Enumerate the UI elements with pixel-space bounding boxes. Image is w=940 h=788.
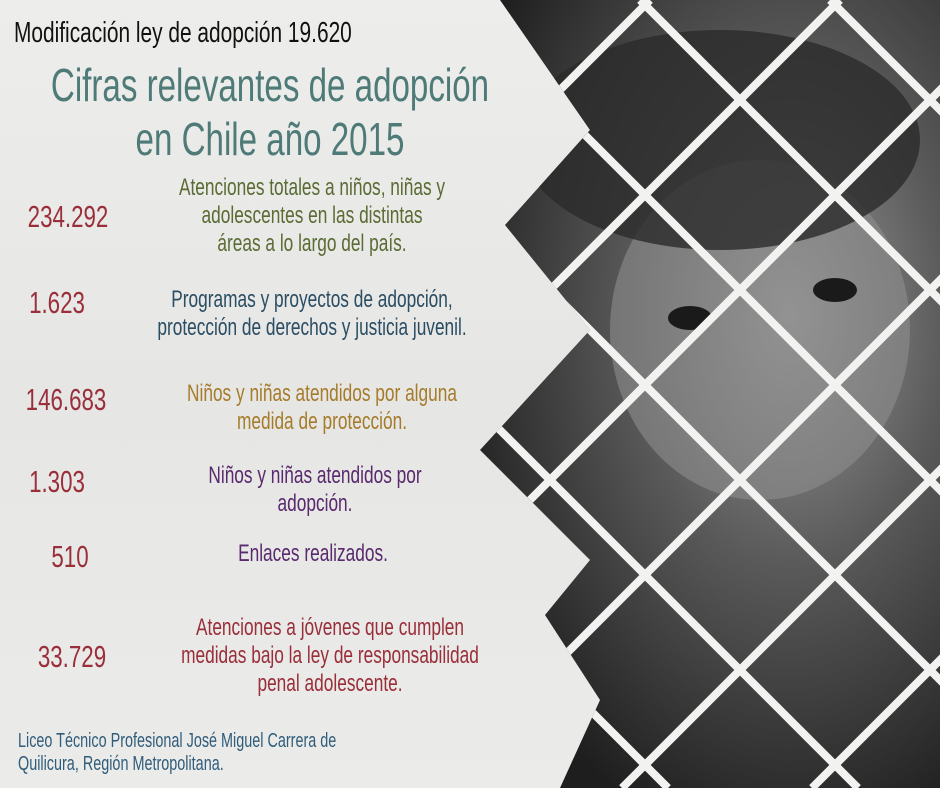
footer-credit: Liceo Técnico Profesional José Miguel Ca… <box>18 730 336 776</box>
footer-line-2: Quilicura, Región Metropolitana. <box>18 753 224 775</box>
stat-number: 1.303 <box>29 464 85 499</box>
title-line-1: Cifras relevantes de adopción <box>50 59 490 111</box>
page-title: Cifras relevantes de adopción en Chile a… <box>18 58 522 167</box>
stat-description-line: Atenciones a jóvenes que cumplen <box>195 614 465 641</box>
lattice-line <box>480 0 861 788</box>
stat-description-line: Niños y niñas atendidos por alguna <box>187 380 457 407</box>
lattice-line <box>480 0 940 788</box>
stat-number: 146.683 <box>25 382 107 417</box>
stat-description-line: áreas a lo largo del país. <box>217 230 407 258</box>
stat-description-line: Atenciones totales a niños, niñas y <box>178 174 446 201</box>
lattice-line <box>480 0 940 788</box>
stat-number: 1.623 <box>29 285 85 320</box>
stat-description: Programas y proyectos de adopción, protec… <box>96 286 528 342</box>
stat-description: Atenciones totales a niños, niñas y adole… <box>96 174 528 258</box>
stat-description-line: Enlaces realizados. <box>238 540 388 567</box>
lattice-line <box>619 0 940 788</box>
stat-number: 510 <box>51 539 89 574</box>
stat-description-line: Programas y proyectos de adopción, <box>171 286 453 313</box>
stat-number: 234.292 <box>27 199 109 234</box>
stat-description: Enlaces realizados. <box>97 540 529 568</box>
stat-description: Niños y niñas atendidos por alguna medida… <box>106 380 538 436</box>
stat-description-line: adopción. <box>277 490 353 518</box>
stat-description-line: medida de protección. <box>236 408 408 436</box>
stat-description-line: medidas bajo la ley de responsabilidad <box>181 642 479 670</box>
stat-number: 33.729 <box>37 639 107 674</box>
footer-line-1: Liceo Técnico Profesional José Miguel Ca… <box>18 730 337 752</box>
lattice-line <box>637 0 940 788</box>
stat-description: Niños y niñas atendidos por adopción. <box>99 462 531 518</box>
stat-description-line: Niños y niñas atendidos por <box>208 462 422 489</box>
stat-description-line: protección de derechos y justicia juveni… <box>157 314 467 342</box>
stat-description-line: adolescentes en las distintas <box>201 202 423 230</box>
subtitle: Modificación ley de adopción 19.620 <box>14 17 352 49</box>
stat-description-line: penal adolescente. <box>257 670 403 698</box>
title-line-2: en Chile año 2015 <box>135 113 405 166</box>
lattice-line <box>480 0 843 788</box>
stat-description: Atenciones a jóvenes que cumplen medidas … <box>114 614 546 698</box>
